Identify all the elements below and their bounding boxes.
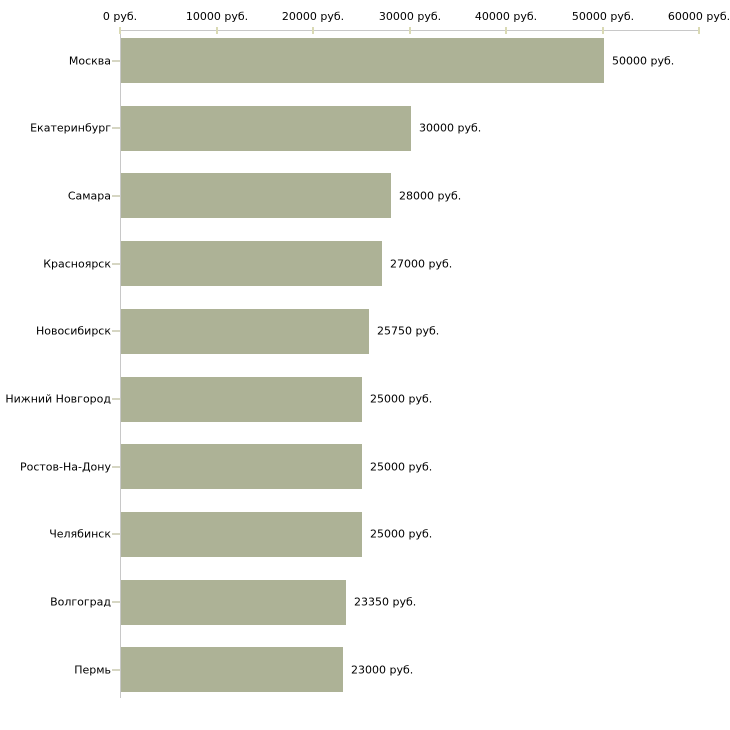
bar-7 xyxy=(121,512,362,557)
x-axis-tick-label: 20000 руб. xyxy=(281,10,345,23)
value-label: 30000 руб. xyxy=(419,121,482,135)
x-axis-tick xyxy=(119,27,121,34)
category-label: Самара xyxy=(67,189,111,203)
y-axis-tick xyxy=(112,669,120,671)
bar-2 xyxy=(121,173,391,218)
value-label: 23350 руб. xyxy=(354,595,417,609)
value-label: 27000 руб. xyxy=(390,257,453,271)
y-axis-tick xyxy=(112,601,120,603)
x-axis-tick xyxy=(602,27,604,34)
bar-0 xyxy=(121,38,604,83)
bar-5 xyxy=(121,377,362,422)
x-axis-tick xyxy=(216,27,218,34)
x-axis-tick xyxy=(312,27,314,34)
y-axis-tick xyxy=(112,60,120,62)
value-label: 25000 руб. xyxy=(370,392,433,406)
y-axis-tick xyxy=(112,195,120,197)
category-label: Новосибирск xyxy=(35,324,111,338)
y-axis-tick xyxy=(112,127,120,129)
y-axis-tick xyxy=(112,263,120,265)
y-axis-tick xyxy=(112,330,120,332)
category-label: Нижний Новгород xyxy=(5,392,111,406)
value-label: 28000 руб. xyxy=(399,189,462,203)
value-label: 25750 руб. xyxy=(377,324,440,338)
value-label: 25000 руб. xyxy=(370,527,433,541)
x-axis-tick-label: 60000 руб. xyxy=(667,10,730,23)
x-axis-tick-label: 50000 руб. xyxy=(571,10,635,23)
y-axis-tick xyxy=(112,398,120,400)
y-axis-line xyxy=(120,30,121,698)
x-axis-tick-label: 10000 руб. xyxy=(185,10,249,23)
bar-9 xyxy=(121,647,343,692)
x-axis-tick xyxy=(698,27,700,34)
category-label: Москва xyxy=(68,54,111,68)
bar-4 xyxy=(121,309,369,354)
bar-8 xyxy=(121,580,346,625)
y-axis-tick xyxy=(112,466,120,468)
x-axis-tick-label: 30000 руб. xyxy=(378,10,442,23)
x-axis-tick xyxy=(505,27,507,34)
x-axis-tick xyxy=(409,27,411,34)
category-label: Челябинск xyxy=(49,527,111,541)
bar-3 xyxy=(121,241,382,286)
x-axis-tick-label: 0 руб. xyxy=(102,10,138,23)
x-axis-tick-label: 40000 руб. xyxy=(474,10,538,23)
y-axis-tick xyxy=(112,533,120,535)
category-label: Екатеринбург xyxy=(30,121,111,135)
value-label: 25000 руб. xyxy=(370,460,433,474)
value-label: 23000 руб. xyxy=(351,663,414,677)
category-label: Красноярск xyxy=(43,257,111,271)
category-label: Пермь xyxy=(74,663,111,677)
value-label: 50000 руб. xyxy=(612,54,675,68)
bar-6 xyxy=(121,444,362,489)
category-label: Ростов-На-Дону xyxy=(19,460,111,474)
category-label: Волгоград xyxy=(50,595,111,609)
bar-1 xyxy=(121,106,411,151)
